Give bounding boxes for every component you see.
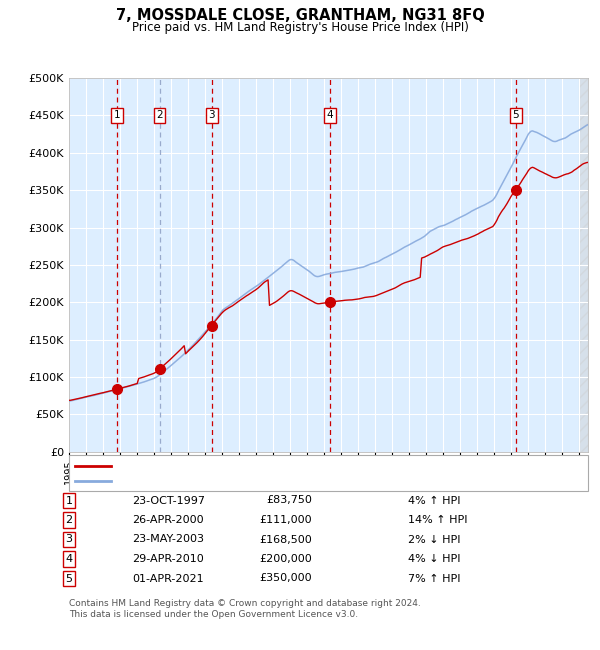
Text: 4% ↑ HPI: 4% ↑ HPI bbox=[408, 495, 461, 506]
Text: 23-OCT-1997: 23-OCT-1997 bbox=[132, 495, 205, 506]
Text: 29-APR-2010: 29-APR-2010 bbox=[132, 554, 204, 564]
Text: £200,000: £200,000 bbox=[259, 554, 312, 564]
Text: 7, MOSSDALE CLOSE, GRANTHAM, NG31 8FQ (detached house): 7, MOSSDALE CLOSE, GRANTHAM, NG31 8FQ (d… bbox=[117, 462, 446, 471]
Text: 4: 4 bbox=[65, 554, 73, 564]
Text: 2: 2 bbox=[65, 515, 73, 525]
Text: 3: 3 bbox=[65, 534, 73, 545]
Text: 5: 5 bbox=[65, 573, 73, 584]
Text: 4: 4 bbox=[326, 111, 333, 120]
Text: 2: 2 bbox=[156, 111, 163, 120]
Text: This data is licensed under the Open Government Licence v3.0.: This data is licensed under the Open Gov… bbox=[69, 610, 358, 619]
Text: 14% ↑ HPI: 14% ↑ HPI bbox=[408, 515, 467, 525]
Text: 7% ↑ HPI: 7% ↑ HPI bbox=[408, 573, 461, 584]
Text: £168,500: £168,500 bbox=[259, 534, 312, 545]
Text: HPI: Average price, detached house, South Kesteven: HPI: Average price, detached house, Sout… bbox=[117, 476, 391, 486]
Text: 3: 3 bbox=[208, 111, 215, 120]
Text: £111,000: £111,000 bbox=[259, 515, 312, 525]
Text: 4% ↓ HPI: 4% ↓ HPI bbox=[408, 554, 461, 564]
Text: 2% ↓ HPI: 2% ↓ HPI bbox=[408, 534, 461, 545]
Bar bbox=[580, 78, 588, 452]
Text: 1: 1 bbox=[113, 111, 120, 120]
Text: Contains HM Land Registry data © Crown copyright and database right 2024.: Contains HM Land Registry data © Crown c… bbox=[69, 599, 421, 608]
Text: 01-APR-2021: 01-APR-2021 bbox=[132, 573, 203, 584]
Text: Price paid vs. HM Land Registry's House Price Index (HPI): Price paid vs. HM Land Registry's House … bbox=[131, 21, 469, 34]
Text: 5: 5 bbox=[512, 111, 519, 120]
Text: 1: 1 bbox=[65, 495, 73, 506]
Text: 26-APR-2000: 26-APR-2000 bbox=[132, 515, 203, 525]
Text: £83,750: £83,750 bbox=[266, 495, 312, 506]
Text: 23-MAY-2003: 23-MAY-2003 bbox=[132, 534, 204, 545]
Text: 7, MOSSDALE CLOSE, GRANTHAM, NG31 8FQ: 7, MOSSDALE CLOSE, GRANTHAM, NG31 8FQ bbox=[116, 8, 484, 23]
Text: £350,000: £350,000 bbox=[259, 573, 312, 584]
